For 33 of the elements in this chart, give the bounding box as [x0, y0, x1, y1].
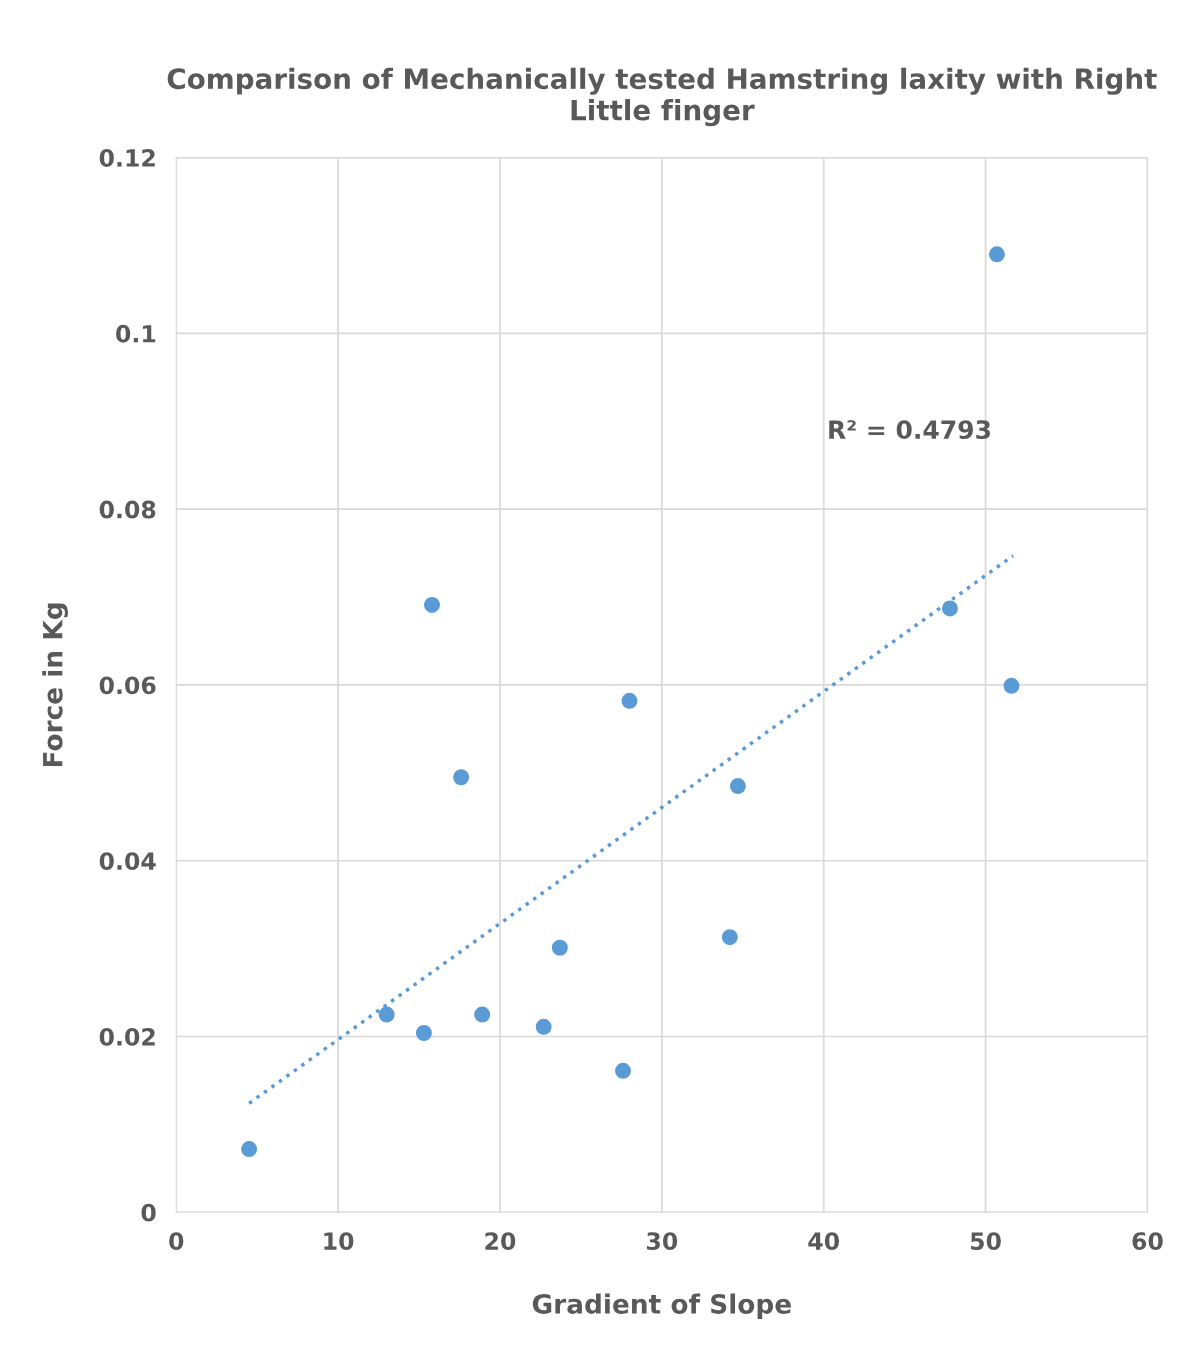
point [941, 600, 958, 617]
x-tick-label: 30 [647, 1232, 678, 1251]
point [474, 1006, 491, 1023]
x-tick-label: 20 [485, 1232, 516, 1251]
annotation: R² = 0.4793 [829, 420, 990, 440]
y-tick-label: 0.06 [99, 676, 156, 695]
point [378, 1006, 395, 1023]
point [1003, 677, 1020, 694]
x-tick-label: 50 [970, 1232, 1001, 1251]
point [551, 939, 568, 956]
point [621, 692, 638, 709]
point [535, 1018, 552, 1035]
point [615, 1062, 631, 1079]
x-axis-title: Gradient of Slope [532, 1293, 791, 1320]
x-tick-label: 40 [808, 1232, 840, 1251]
chart-title: Comparison of Mechanically tested Hamstring laxity with Right Little finger [167, 67, 1157, 127]
y-axis-title: Force in Kg [42, 603, 68, 767]
point [241, 1141, 258, 1157]
y-tick-label: 0.02 [99, 1027, 155, 1046]
point [453, 769, 470, 786]
point [721, 929, 738, 946]
x-tick-label: 10 [324, 1232, 354, 1251]
point [988, 246, 1005, 263]
y-tick-label: 0.12 [99, 149, 155, 167]
y-tick-label: 0.08 [99, 500, 156, 519]
point [415, 1025, 432, 1041]
point [424, 596, 440, 613]
y-tick-label: 0.1 [116, 324, 156, 343]
point [729, 778, 746, 795]
y-tick-label: 0.04 [99, 852, 156, 871]
x-tick-label: 60 [1132, 1232, 1163, 1251]
y-tick-label: 0 [141, 1203, 156, 1222]
x-tick-label: 0 [169, 1232, 184, 1251]
